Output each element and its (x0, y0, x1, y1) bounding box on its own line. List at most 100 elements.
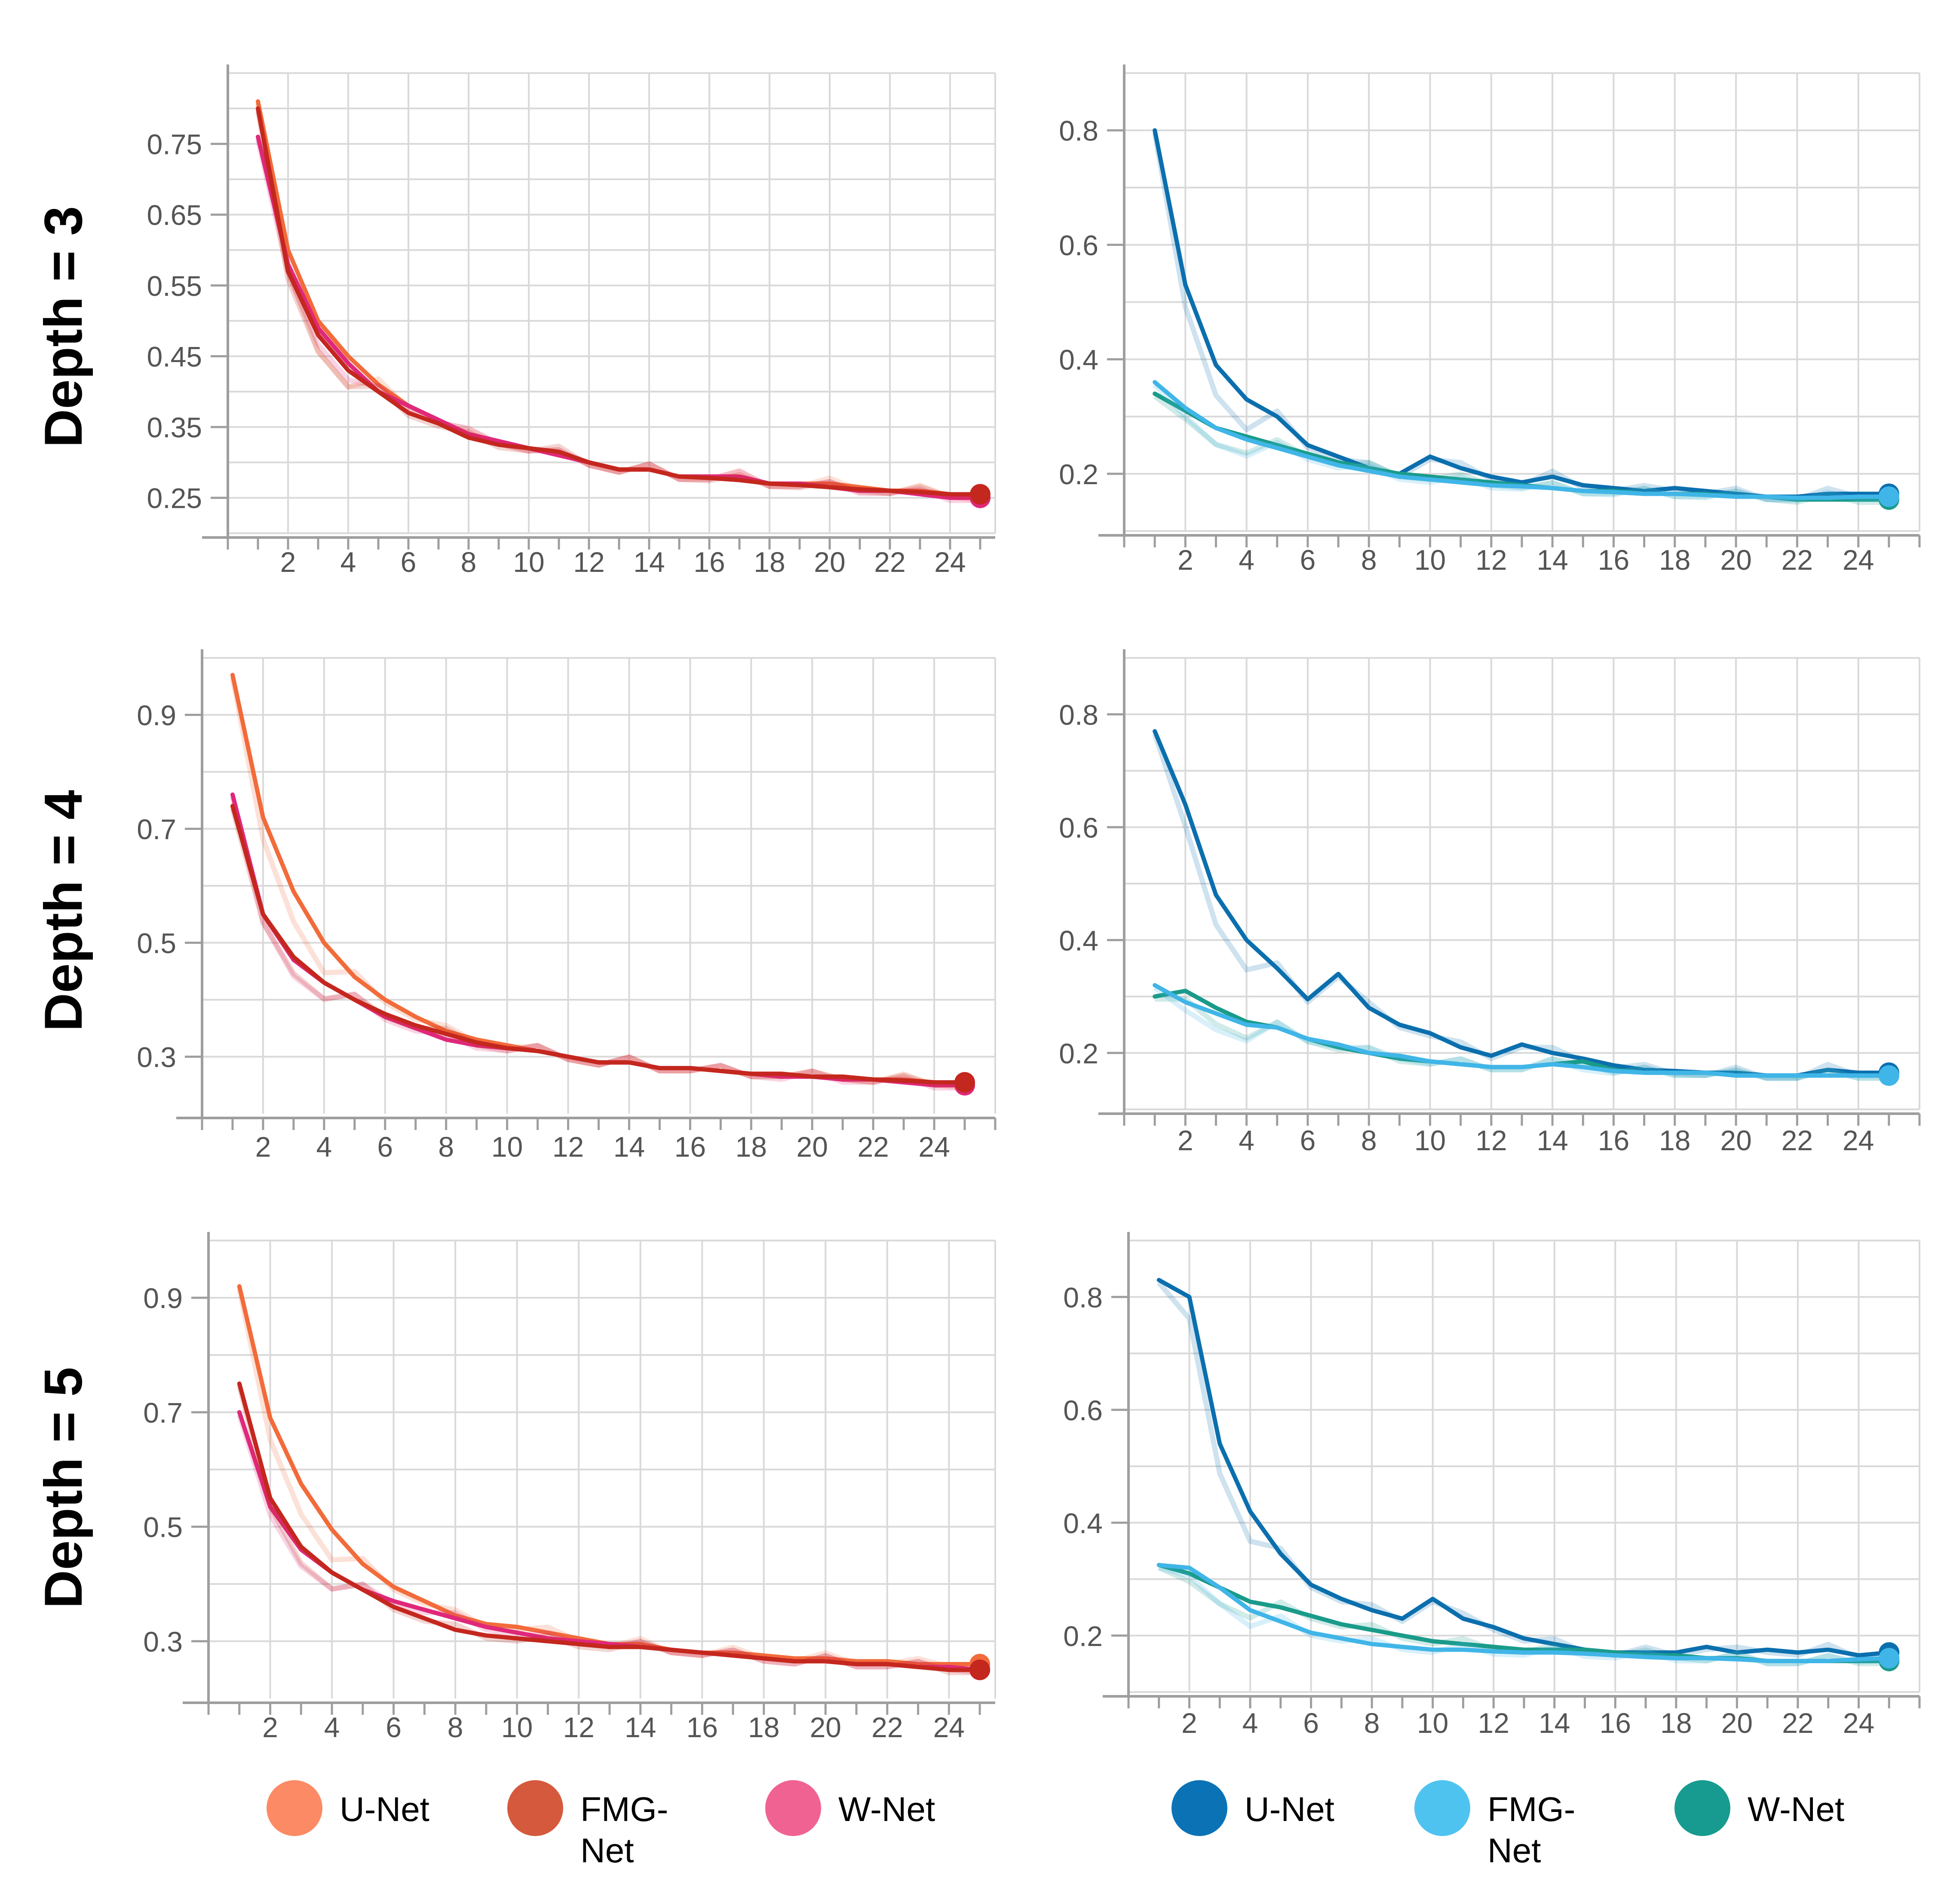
x-tick-label: 18 (1659, 1124, 1690, 1156)
x-tick-label: 22 (1782, 544, 1813, 576)
x-tick-label: 6 (401, 546, 417, 578)
y-tick-label: 0.6 (1059, 812, 1098, 844)
x-tick-label: 4 (324, 1711, 340, 1743)
legend-item-fmgnet-right: FMG-​Net (1414, 1780, 1586, 1871)
series-shadow-fmgnet (1153, 986, 1889, 1081)
y-tick-label: 0.55 (147, 270, 202, 302)
x-tick-label: 2 (262, 1711, 278, 1743)
chart-depth3-left: 0.250.350.450.550.650.752 4 6 8 10 12 14 16 18 20… (147, 64, 996, 578)
y-tick-label: 0.8 (1059, 699, 1098, 731)
legend-label-fmgnet-right: FMG-​Net (1487, 1790, 1576, 1870)
row-label-depth-4: Depth = 4 (34, 790, 93, 1032)
y-tick-label: 0.7 (137, 814, 176, 845)
x-tick-label: 8 (1361, 1124, 1377, 1156)
series-shadow-wnet (230, 796, 965, 1091)
series-end-point-fmgnet (969, 1659, 990, 1680)
series-line-fmgnet (256, 106, 982, 497)
x-tick-label: 4 (340, 546, 356, 578)
x-tick-label: 6 (1300, 544, 1316, 576)
x-tick-label: 10 (1417, 1707, 1448, 1739)
legend-dot-fmgnet-right (1414, 1780, 1470, 1836)
x-tick-label: 16 (687, 1711, 718, 1743)
series-line-fmgnet (230, 804, 967, 1085)
x-tick-label: 14 (625, 1711, 656, 1743)
x-tick-label: 20 (1720, 544, 1751, 576)
legend-dot-fmgnet-left (507, 1780, 563, 1836)
series-end-point-fmgnet (1879, 1648, 1900, 1669)
series-line-unet (230, 673, 967, 1087)
series-shadow-fmgnet (236, 1385, 980, 1675)
x-tick-label: 22 (1782, 1124, 1813, 1156)
series-line-unet (256, 99, 982, 500)
series-shadow-wnet (1155, 996, 1889, 1081)
y-tick-label: 0.8 (1059, 115, 1098, 147)
y-tick-label: 0.35 (147, 412, 202, 443)
x-tick-label: 12 (1478, 1707, 1509, 1739)
series-shadow-unet (1152, 733, 1889, 1081)
legend-label-unet-left: U-Net (340, 1790, 429, 1828)
x-tick-label: 8 (1361, 544, 1377, 576)
x-tick-label: 12 (1475, 1124, 1507, 1156)
y-tick-label: 0.2 (1059, 458, 1098, 490)
legend-dot-unet-left (267, 1780, 322, 1836)
x-tick-label: 14 (1536, 544, 1568, 576)
x-tick-label: 20 (1720, 1124, 1751, 1156)
chart-depth3-right: 0.20.40.60.82 4 6 8 10 12 14 16 18 20 22 24 (1059, 64, 1921, 576)
legend-label-wnet-right: W-Net (1748, 1790, 1845, 1828)
y-tick-label: 0.3 (143, 1626, 183, 1658)
y-tick-label: 0.2 (1059, 1038, 1098, 1069)
x-tick-label: 18 (748, 1711, 779, 1743)
x-tick-label: 2 (1181, 1707, 1197, 1739)
series-end-point-fmgnet (954, 1072, 975, 1093)
y-tick-label: 0.25 (147, 482, 202, 514)
x-tick-label: 16 (1598, 544, 1629, 576)
chart-depth4-right: 0.20.40.60.82 4 6 8 10 12 14 16 18 20 22 24 (1059, 649, 1921, 1156)
x-tick-label: 24 (933, 1711, 965, 1743)
x-tick-label: 6 (1303, 1707, 1319, 1739)
x-tick-label: 14 (613, 1131, 645, 1163)
row-label-depth-5: Depth = 5 (34, 1367, 93, 1609)
row-label-depth-3: Depth = 3 (34, 206, 93, 448)
x-tick-label: 8 (1364, 1707, 1380, 1739)
x-tick-label: 10 (513, 546, 544, 578)
x-tick-label: 20 (1721, 1707, 1753, 1739)
chart-depth5-left: 0.30.50.70.92 4 6 8 10 12 14 16 18 20 22 24 (143, 1232, 996, 1743)
x-tick-label: 8 (438, 1131, 454, 1163)
x-tick-label: 6 (1300, 1124, 1316, 1156)
x-tick-label: 20 (797, 1131, 828, 1163)
x-tick-label: 14 (1536, 1124, 1568, 1156)
x-tick-label: 2 (1177, 1124, 1193, 1156)
legend-label-unet-right: U-Net (1245, 1790, 1334, 1828)
x-tick-label: 6 (377, 1131, 393, 1163)
x-tick-label: 18 (1659, 544, 1690, 576)
y-tick-label: 0.2 (1063, 1620, 1103, 1652)
y-tick-label: 0.6 (1063, 1394, 1103, 1426)
x-tick-label: 14 (633, 546, 665, 578)
legend-item-unet-right: U-Net (1171, 1780, 1343, 1836)
x-tick-label: 22 (1782, 1707, 1813, 1739)
x-tick-label: 12 (563, 1711, 594, 1743)
x-tick-label: 20 (814, 546, 845, 578)
series-shadow-unet (236, 1288, 980, 1670)
x-tick-label: 22 (857, 1131, 889, 1163)
legend-item-fmgnet-left: FMG-​Net (507, 1780, 679, 1871)
x-tick-label: 18 (736, 1131, 767, 1163)
series-end-point-fmgnet (1878, 486, 1899, 507)
legend-item-wnet-left: W-Net (765, 1780, 937, 1836)
x-tick-label: 22 (874, 546, 905, 578)
x-tick-label: 4 (1239, 1124, 1254, 1156)
series-shadow-wnet (255, 139, 980, 504)
series-line-wnet (256, 135, 982, 500)
x-tick-label: 22 (871, 1711, 903, 1743)
x-tick-label: 12 (552, 1131, 584, 1163)
legend-label-wnet-left: W-Net (838, 1790, 935, 1828)
series-shadow-fmgnet (255, 111, 980, 500)
y-tick-label: 0.75 (147, 129, 202, 160)
legend-item-wnet-right: W-Net (1674, 1780, 1846, 1836)
x-tick-label: 12 (1475, 544, 1507, 576)
x-tick-label: 2 (1177, 544, 1193, 576)
y-tick-label: 0.4 (1059, 344, 1098, 376)
y-tick-label: 0.5 (137, 927, 176, 959)
x-tick-label: 8 (448, 1711, 463, 1743)
x-tick-label: 6 (386, 1711, 402, 1743)
